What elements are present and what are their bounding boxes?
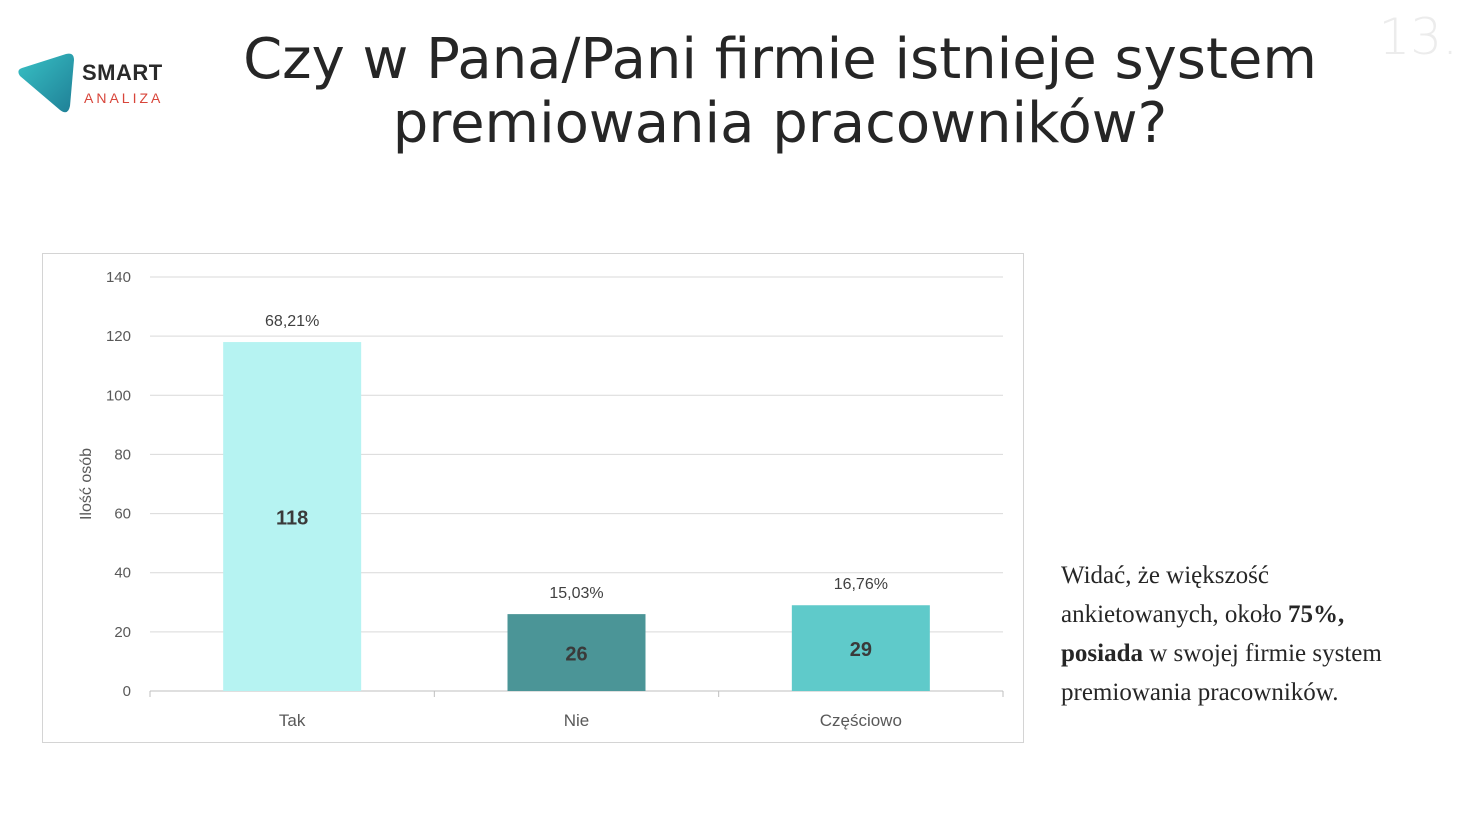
y-tick-label: 80: [114, 446, 131, 463]
description-text: Widać, że większość ankietowanych, około…: [1061, 556, 1391, 712]
page-number: 13.: [1378, 8, 1458, 66]
page-title: Czy w Pana/Pani firmie istnieje system p…: [243, 27, 1317, 156]
y-tick-label: 120: [106, 328, 131, 345]
bar-częściowo: [791, 605, 930, 691]
description-part2: w swojej firmie system premiowania praco…: [1061, 640, 1382, 706]
bar-chart: 0 20 40 60 80 100 120 140 118 68,21% Tak 26 15,03% Ni…: [42, 253, 1024, 743]
y-tick-label: 40: [114, 565, 131, 582]
bar-percent-label: 16,76%: [834, 576, 888, 593]
chart-canvas: 0 20 40 60 80 100 120 140 118 68,21% Tak 26 15,03% Ni…: [78, 269, 1004, 730]
logo-text-analiza: ANALIZA: [84, 90, 164, 106]
bar-percent-label: 15,03%: [549, 585, 603, 602]
bar-tak: [223, 342, 362, 691]
logo: SMART ANALIZA: [16, 50, 186, 116]
y-axis-label: Ilość osób: [78, 448, 95, 520]
bar-nie: [507, 614, 646, 691]
x-tick-label: Częściowo: [820, 711, 902, 730]
x-tick-label: Nie: [564, 711, 590, 730]
y-tick-label: 100: [106, 387, 131, 404]
logo-text-smart: SMART: [82, 60, 163, 85]
y-tick-label: 140: [106, 269, 131, 286]
description-part1: Widać, że większość ankietowanych, około: [1061, 562, 1289, 628]
logo-triangle-icon: [18, 53, 74, 113]
bar-value-label: 118: [276, 508, 308, 530]
bar-value-label: 26: [565, 644, 587, 666]
bar-value-label: 29: [850, 639, 872, 661]
description-bold: 75%, posiada: [1061, 601, 1345, 667]
x-tick-label: Tak: [279, 711, 306, 730]
y-tick-label: 0: [123, 683, 131, 700]
y-tick-label: 60: [114, 506, 131, 523]
y-tick-label: 20: [114, 624, 131, 641]
bar-percent-label: 68,21%: [265, 313, 319, 330]
